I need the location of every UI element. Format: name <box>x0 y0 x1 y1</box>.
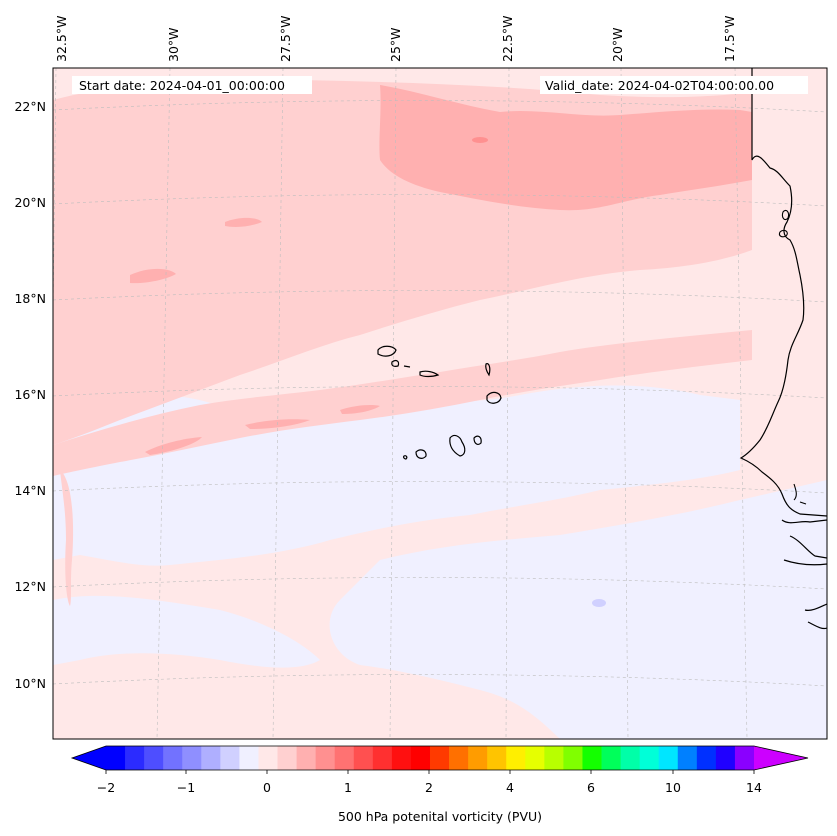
colorbar-tick-labels: −2 −1 0 1 2 4 6 10 14 <box>97 780 762 795</box>
island-santo-antao <box>377 345 397 357</box>
latitude-labels: 22°N 20°N 18°N 16°N 14°N 12°N 10°N <box>14 99 46 691</box>
field-positive-streak <box>60 470 74 606</box>
colorbar-segment <box>449 746 469 770</box>
colorbar-title: 500 hPa potenital vorticity (PVU) <box>338 809 542 824</box>
map-frame <box>52 67 828 740</box>
colorbar-tick-label: 4 <box>506 780 514 795</box>
colorbar-segment <box>601 746 621 770</box>
colorbar-segment <box>734 746 755 770</box>
valid-date-label: Valid_date: 2024-04-02T04:00:00.00 <box>545 78 774 93</box>
colorbar-segment <box>506 746 526 770</box>
lon-label: 20°W <box>610 27 625 62</box>
lat-label: 22°N <box>14 99 46 114</box>
colorbar-segment <box>410 746 431 770</box>
colorbar-segment <box>525 746 545 770</box>
field-positive-core <box>130 268 176 284</box>
lon-label: 17.5°W <box>722 16 737 62</box>
island-fogo <box>415 449 427 459</box>
field-negative-spot <box>592 599 606 607</box>
colorbar-tick-label: −1 <box>177 780 195 795</box>
colorbar-segment <box>315 746 336 770</box>
colorbar-segment <box>620 746 641 770</box>
colorbar-tick-label: 10 <box>665 780 681 795</box>
colorbar-segment <box>715 746 736 770</box>
colorbar-segment <box>334 746 355 770</box>
africa-coastline <box>781 519 827 630</box>
colorbar-segment <box>582 746 602 770</box>
colorbar-segment <box>639 746 660 770</box>
cape-verde-islands <box>377 345 502 460</box>
island-sal <box>485 363 491 377</box>
colorbar-tick-label: 2 <box>425 780 433 795</box>
island-santiago <box>449 434 466 457</box>
lon-label: 30°W <box>166 27 181 62</box>
longitude-labels: 32.5°W 30°W 27.5°W 25°W 22.5°W 20°W 17.5… <box>54 16 737 62</box>
colorbar-tick-label: 0 <box>263 780 271 795</box>
start-date-box <box>72 76 312 94</box>
colorbar-segment <box>544 746 564 770</box>
lat-label: 18°N <box>14 291 46 306</box>
field-positive-core <box>225 217 262 227</box>
colorbar-segment <box>163 746 183 770</box>
colorbar-tick-label: 1 <box>344 780 352 795</box>
colorbar-extend-under <box>72 746 106 770</box>
valid-date-box <box>540 76 808 94</box>
colorbar-segment <box>391 746 412 770</box>
colorbar-segment <box>220 746 240 770</box>
field-positive-band <box>53 330 752 476</box>
gridlines <box>53 68 827 739</box>
island-brava <box>403 455 408 460</box>
lon-label: 32.5°W <box>54 16 69 62</box>
lat-label: 10°N <box>14 676 46 691</box>
colorbar-segment <box>353 746 374 770</box>
colorbar-extend-over <box>754 746 808 770</box>
lat-label: 16°N <box>14 387 46 402</box>
colorbar-segment <box>658 746 679 770</box>
colorbar-segment <box>201 746 221 770</box>
island-sao-nicolau <box>419 370 440 378</box>
lat-label: 12°N <box>14 579 46 594</box>
colorbar-segment <box>182 746 202 770</box>
colorbar <box>70 745 809 774</box>
colorbar-segment <box>430 746 450 770</box>
colorbar-segment <box>696 746 717 770</box>
map-field: Start date: 2024-04-01_00:00:00 Valid_da… <box>53 68 827 739</box>
colorbar-tick-label: 6 <box>587 780 595 795</box>
colorbar-segment <box>239 746 259 770</box>
colorbar-segment <box>372 746 393 770</box>
colorbar-segment <box>487 746 507 770</box>
field-positive-core <box>379 85 752 211</box>
colorbar-segment <box>258 746 278 770</box>
colorbar-segment <box>106 746 126 770</box>
field-positive-spot <box>472 137 488 143</box>
colorbar-segment <box>563 746 583 770</box>
island-boa-vista <box>486 391 502 404</box>
field-positive-core <box>145 437 202 455</box>
colorbar-segment <box>277 746 297 770</box>
lat-label: 20°N <box>14 195 46 210</box>
island-sao-vicente <box>391 360 400 367</box>
colorbar-segment <box>144 746 164 770</box>
field-positive-core <box>340 405 380 414</box>
colorbar-segment <box>468 746 488 770</box>
colorbar-segment <box>296 746 317 770</box>
africa-islands-coast <box>778 209 807 505</box>
lon-label: 22.5°W <box>500 16 515 62</box>
colorbar-tick-label: 14 <box>746 780 762 795</box>
lon-label: 25°W <box>388 27 403 62</box>
field-negative-band <box>329 480 827 739</box>
island-maio <box>473 435 482 445</box>
start-date-label: Start date: 2024-04-01_00:00:00 <box>79 78 285 93</box>
colorbar-segment <box>677 746 698 770</box>
colorbar-tick-label: −2 <box>97 780 115 795</box>
lon-label: 27.5°W <box>278 16 293 62</box>
field-negative-band <box>53 595 320 668</box>
colorbar-segment <box>125 746 145 770</box>
lat-label: 14°N <box>14 483 46 498</box>
island-santa-luzia <box>403 365 411 368</box>
africa-coastline <box>739 68 827 517</box>
